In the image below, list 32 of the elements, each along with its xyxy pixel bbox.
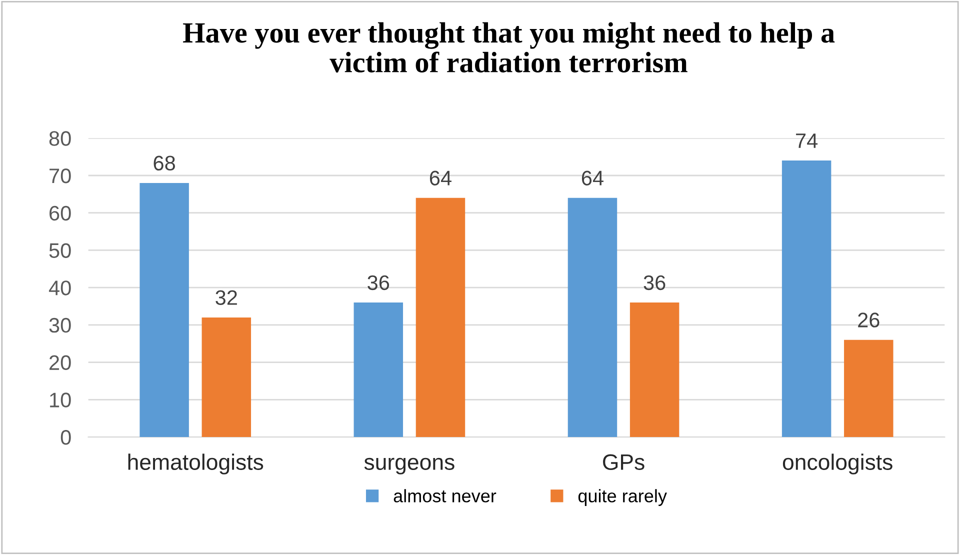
legend-label: almost never xyxy=(394,489,496,502)
bar xyxy=(140,182,189,438)
bar xyxy=(782,160,832,438)
data-label: 68 xyxy=(154,156,175,171)
y-tick-label: 50 xyxy=(49,243,71,258)
data-label: 74 xyxy=(796,134,818,148)
y-tick-label: 40 xyxy=(48,280,71,296)
y-tick-label: 70 xyxy=(50,168,71,184)
bar xyxy=(202,317,252,438)
y-tick-label: 60 xyxy=(50,206,71,221)
y-tick-label: 80 xyxy=(49,131,71,146)
data-label: 26 xyxy=(858,312,880,328)
bar xyxy=(630,302,680,438)
data-label: 64 xyxy=(430,170,452,186)
bar xyxy=(416,198,466,438)
legend-label: quite rarely xyxy=(578,489,667,506)
data-label: 32 xyxy=(216,290,237,306)
bar xyxy=(354,302,404,438)
data-label: 36 xyxy=(368,275,390,290)
bar xyxy=(568,198,618,438)
chart-title: Have you ever thought that you might need to help a victim of radiation terrorism xyxy=(183,22,835,72)
x-tick-label: oncologists xyxy=(782,454,892,474)
y-tick-label: 30 xyxy=(49,318,71,333)
x-tick-label: hematologists xyxy=(128,454,264,474)
data-label: 36 xyxy=(644,275,666,290)
data-label: 64 xyxy=(582,170,604,186)
y-tick-label: 0 xyxy=(60,430,71,445)
y-tick-label: 10 xyxy=(50,392,71,408)
x-tick-label: GPs xyxy=(603,454,644,470)
y-tick-label: 20 xyxy=(50,355,71,370)
bar xyxy=(844,340,894,438)
x-tick-label: surgeons xyxy=(364,458,454,474)
